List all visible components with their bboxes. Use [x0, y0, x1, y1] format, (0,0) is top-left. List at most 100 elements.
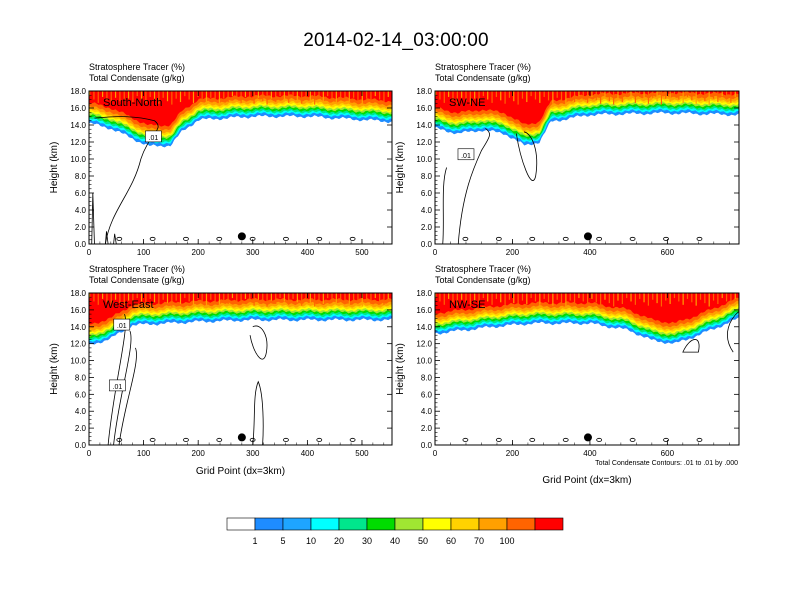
x-tick-label: 400: [301, 248, 315, 257]
panel-header-line2: Total Condensate (g/kg): [89, 73, 185, 83]
y-tick-label: 6.0: [421, 189, 433, 198]
contour-blob: [183, 437, 189, 442]
contour-blob: [495, 236, 502, 241]
contour-blob: [116, 437, 123, 442]
tracer-streak: [495, 293, 497, 299]
y-tick-label: 12.0: [416, 138, 432, 147]
tracer-streak: [119, 293, 121, 304]
x-tick-label: 0: [433, 449, 438, 458]
tracer-streak: [556, 91, 558, 98]
contour-blob: [216, 437, 223, 442]
tracer-streak: [565, 293, 567, 307]
tracer-streak: [288, 293, 290, 305]
colorbar-label: 100: [499, 536, 514, 546]
tracer-streak: [218, 91, 221, 105]
tracer-streak: [348, 91, 350, 104]
y-tick-label: 2.0: [421, 424, 433, 433]
tracer-streak: [166, 293, 169, 304]
tracer-streak: [600, 293, 602, 306]
contour-label-box: [109, 379, 126, 392]
contour-label-box: [145, 130, 162, 143]
tracer-streak: [508, 293, 511, 300]
tracer-streak: [253, 91, 255, 104]
tracer-streak: [136, 91, 138, 97]
tracer-streak: [374, 293, 376, 299]
contour-label-box: [457, 148, 475, 161]
x-tick-label: 300: [246, 248, 260, 257]
x-axis-label: Grid Point (dx=3km): [196, 466, 285, 477]
tracer-streak: [517, 91, 519, 105]
tracer-streak: [613, 293, 615, 307]
tracer-streak: [327, 293, 329, 299]
y-tick-label: 10.0: [70, 155, 86, 164]
tracer-streak: [673, 91, 676, 97]
contour-blob: [495, 437, 502, 442]
contour-blob: [349, 236, 356, 241]
tracer-streak: [487, 293, 489, 302]
tracer-streak: [314, 293, 316, 307]
tracer-streak: [301, 91, 303, 104]
tracer-streak: [443, 91, 445, 103]
tracer-streak: [630, 91, 632, 100]
contour-line: [442, 167, 447, 244]
colorbar-swatch: [366, 517, 396, 531]
tracer-streak: [604, 293, 606, 300]
tracer-streak: [227, 293, 229, 304]
x-tick-label: 500: [355, 449, 369, 458]
tracer-streak: [322, 293, 324, 304]
tracer-streak: [335, 293, 337, 305]
tracer-streak: [158, 293, 160, 306]
location-marker: [583, 433, 592, 442]
panel-header-line2: Total Condensate (g/kg): [435, 275, 531, 285]
x-tick-label: 0: [87, 449, 92, 458]
tracer-streak: [652, 293, 654, 300]
contour-blob: [629, 236, 636, 241]
tracer-streak: [504, 293, 506, 306]
colorbar-swatch: [534, 517, 564, 531]
colorbar-swatch: [506, 517, 536, 531]
y-tick-label: 16.0: [70, 306, 86, 315]
tracer-streak: [340, 91, 342, 97]
tracer-streak: [595, 91, 597, 101]
tracer-streak: [504, 91, 506, 104]
tracer-streak: [725, 293, 728, 302]
tracer-streak: [608, 293, 610, 304]
contour-blob: [183, 236, 189, 241]
tracer-streak: [283, 91, 285, 100]
tracer-streak: [275, 91, 277, 103]
tracer-streak: [534, 91, 537, 100]
tracer-streak: [539, 91, 541, 103]
contour-label-box: [113, 318, 131, 331]
tracer-streak: [721, 293, 723, 299]
tracer-streak: [101, 91, 104, 97]
tracer-streak: [201, 91, 203, 101]
tracer-streak: [660, 293, 663, 307]
contour-blob: [529, 437, 536, 442]
tracer-streak: [318, 91, 320, 99]
tracer-streak: [569, 293, 571, 301]
y-tick-label: 14.0: [416, 323, 432, 332]
tracer-streak: [543, 293, 545, 299]
tracer-streak: [305, 91, 307, 98]
tracer-streak: [179, 293, 182, 304]
tracer-streak: [361, 293, 363, 307]
tracer-streak: [179, 91, 182, 103]
tracer-streak: [626, 91, 628, 97]
tracer-streak: [309, 91, 311, 102]
y-tick-label: 16.0: [416, 306, 432, 315]
tracer-streak: [344, 91, 346, 101]
contour-label: .01: [461, 153, 471, 160]
tracer-streak: [89, 91, 91, 97]
y-tick-label: 4.0: [75, 407, 87, 416]
x-tick-label: 0: [87, 248, 92, 257]
plot-area: [435, 293, 739, 442]
tracer-streak: [439, 293, 441, 302]
tracer-streak: [691, 293, 693, 303]
tracer-streak: [296, 293, 298, 303]
tracer-streak: [734, 91, 736, 97]
tracer-streak: [240, 293, 242, 305]
y-tick-label: 4.0: [75, 206, 87, 215]
plot-area: .01 .01: [89, 293, 392, 445]
tracer-streak: [573, 293, 576, 304]
colorbar-label: 30: [362, 536, 372, 546]
